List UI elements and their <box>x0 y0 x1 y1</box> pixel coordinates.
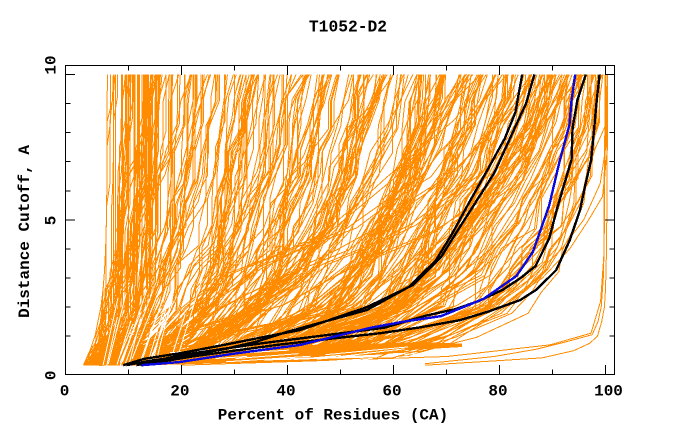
svg-text:T1052-D2: T1052-D2 <box>309 18 387 37</box>
svg-text:40: 40 <box>276 382 295 400</box>
svg-text:20: 20 <box>170 382 189 400</box>
svg-text:Distance Cutoff, A: Distance Cutoff, A <box>16 145 34 318</box>
svg-text:5: 5 <box>42 216 60 226</box>
svg-text:100: 100 <box>594 382 623 400</box>
svg-text:Percent of Residues (CA): Percent of Residues (CA) <box>218 407 448 425</box>
svg-text:60: 60 <box>382 382 401 400</box>
svg-text:0: 0 <box>42 370 60 380</box>
svg-text:0: 0 <box>60 382 70 400</box>
svg-text:10: 10 <box>42 55 60 74</box>
svg-text:80: 80 <box>488 382 507 400</box>
